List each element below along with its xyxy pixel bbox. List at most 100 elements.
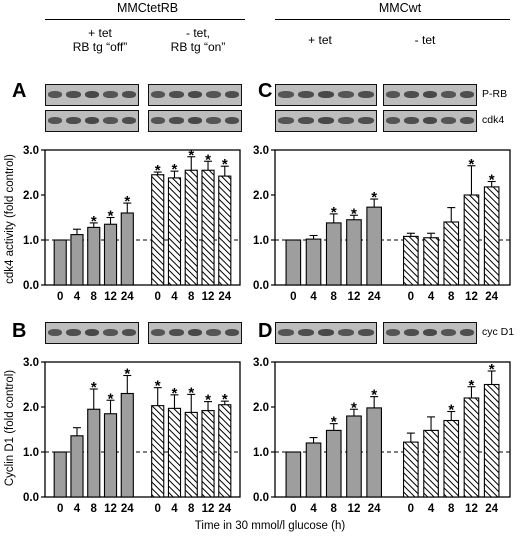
blot-band [84,329,100,336]
bar [151,405,165,498]
blot-band [298,329,314,336]
panel-letter-b: B [12,320,27,342]
y-tick-label: 3.0 [253,357,269,369]
bar [53,239,67,286]
significance-marker: * [205,392,211,409]
blot-band [404,91,419,98]
condition-line: RB tg “on” [170,40,226,54]
x-tick-label: 4 [74,291,81,303]
blot-band [103,329,118,336]
bar [463,397,480,498]
y-tick-label: 0.0 [23,492,39,504]
condition-label-right-b: - tet [414,33,436,47]
bar [325,429,342,498]
blot-band [206,329,221,336]
blot-cycd1-right-minus [383,322,477,344]
blot-band [298,91,314,98]
bar [443,221,460,286]
x-tick-label: 0 [57,291,63,303]
x-tick-label: 12 [465,291,478,303]
blot-band [358,329,374,336]
condition-line: RB tg “off” [72,40,128,54]
bar [184,411,198,498]
significance-marker: * [205,151,211,168]
bar [218,175,232,286]
x-tick-label: 4 [428,291,435,303]
bar [285,239,302,286]
blot-band [121,329,136,336]
blot-band [151,117,166,124]
blot-band [84,91,100,98]
plot-frame-b [44,361,241,498]
bar [53,451,67,498]
bar [201,410,215,498]
blot-band [169,117,184,124]
significance-marker: * [222,156,228,173]
panel-letter-c: C [258,80,273,102]
x-tick-label: 8 [188,291,195,303]
significance-marker: * [108,390,114,407]
bar [443,419,460,498]
significance-marker: * [172,385,178,402]
blot-band [84,117,100,124]
bar [346,219,362,286]
bar [218,404,232,498]
x-tick-label: 4 [171,503,178,515]
bar [103,223,118,286]
x-tick-label: 12 [104,503,117,515]
significance-marker: * [351,205,357,222]
panel-letter-d: D [258,320,273,342]
blot-band [121,117,136,124]
significance-marker: * [469,377,475,394]
blot-band [151,329,166,336]
bar [483,383,500,498]
x-tick-label: 0 [290,503,296,515]
y-tick-label: 3.0 [23,357,39,369]
condition-line: + tet [88,26,112,40]
bar [167,407,182,498]
x-tick-label: 8 [91,503,98,515]
x-tick-label: 12 [348,503,361,515]
blot-band [121,91,136,98]
bar [70,435,84,498]
significance-marker: * [489,172,495,189]
significance-marker: * [371,189,377,206]
x-tick-label: 4 [428,503,435,515]
significance-marker: * [124,366,130,383]
y-tick-label: 2.0 [253,190,269,202]
condition-label-left-b: - tet, RB tg “on” [148,26,248,54]
x-tick-label: 0 [155,291,161,303]
blot-band [187,117,203,124]
blot-cdk4-right-plus [275,110,377,132]
blot-band [318,117,334,124]
significance-marker: * [155,378,161,395]
x-tick-label: 8 [188,503,195,515]
blot-band [422,117,438,124]
y-tick-label: 2.0 [23,190,39,202]
blot-cdk4-right-minus [383,110,477,132]
bar [87,408,101,498]
significance-marker: * [124,193,130,210]
blot-band [103,91,118,98]
blot-band [358,117,374,124]
significance-marker: * [331,414,337,431]
blot-band [48,91,63,98]
blot-prb-right-minus [383,84,477,106]
bar [403,235,419,286]
blot-band [386,117,401,124]
bar [346,415,362,498]
x-tick-label: 0 [155,503,161,515]
blot-band [187,91,203,98]
group-divider-right [275,19,510,20]
group-divider-left [45,19,245,20]
x-tick-label: 0 [408,291,414,303]
bar [403,441,419,498]
significance-marker: * [469,156,475,173]
bar [151,174,165,286]
blot-cycd1-right-plus [275,322,377,344]
y-tick-label: 0.0 [253,492,269,504]
group-title-right: MMCwt [378,1,422,15]
condition-label-left-a: + tet RB tg “off” [55,26,145,54]
blot-band [441,91,456,98]
